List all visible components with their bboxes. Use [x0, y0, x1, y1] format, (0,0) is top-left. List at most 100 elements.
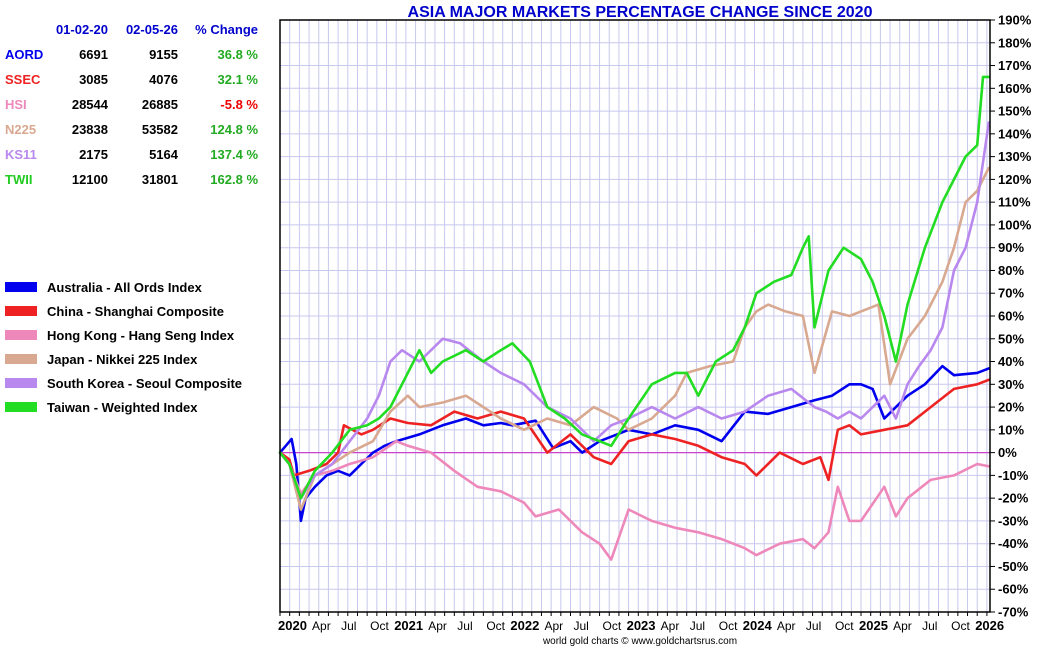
chart-credit: world gold charts © www.goldchartsrus.co…: [542, 636, 738, 647]
y-tick-label: 170%: [998, 58, 1032, 73]
x-tick-label: Jul: [341, 619, 356, 633]
x-tick-label: 2026: [975, 618, 1004, 633]
stats-value-end: 5164: [149, 147, 178, 162]
stats-pct-change: -5.8 %: [220, 97, 258, 112]
x-tick-label: Jul: [922, 619, 937, 633]
x-tick-label: 2021: [394, 618, 423, 633]
y-axis-ticks: 190% 180% 170% 160% 150% 140% 130% 120% 110% 100%…: [990, 13, 1032, 620]
x-tick-label: Jul: [574, 619, 589, 633]
x-tick-label: Oct: [835, 619, 854, 633]
legend-swatch: [5, 354, 37, 364]
series-line-japan: [278, 166, 991, 511]
stats-symbol: KS11: [5, 147, 37, 162]
y-tick-label: 70%: [998, 286, 1024, 301]
stats-symbol: HSI: [5, 97, 27, 112]
stats-value-end: 31801: [141, 172, 178, 187]
y-tick-label: 100%: [998, 217, 1032, 232]
y-tick-label: 150%: [998, 104, 1032, 119]
legend-label: Hong Kong - Hang Seng Index: [47, 328, 235, 343]
y-tick-label: 110%: [998, 195, 1031, 210]
legend-label: China - Shanghai Composite: [47, 304, 224, 319]
stats-value-start: 3085: [79, 72, 108, 87]
y-tick-label: 50%: [998, 331, 1024, 346]
series-line-hong-kong: [278, 439, 991, 561]
legend-label: Taiwan - Weighted Index: [47, 400, 198, 415]
x-tick-label: Apr: [428, 619, 447, 633]
y-tick-label: -20%: [998, 491, 1029, 506]
series-line-south-korea: [278, 121, 991, 500]
legend-swatch: [5, 378, 37, 388]
stats-value-start: 6691: [79, 47, 108, 62]
stats-value-end: 26885: [141, 97, 178, 112]
legend-swatch: [5, 306, 37, 316]
stats-pct-change: 162.8 %: [210, 172, 258, 187]
legend-label: South Korea - Seoul Composite: [47, 376, 243, 391]
stats-value-start: 2175: [79, 147, 108, 162]
y-tick-label: 30%: [998, 377, 1024, 392]
y-tick-label: 180%: [998, 35, 1032, 50]
y-tick-label: 10%: [998, 422, 1024, 437]
y-tick-label: -30%: [998, 513, 1029, 528]
y-tick-label: -40%: [998, 536, 1029, 551]
x-tick-label: Oct: [719, 619, 738, 633]
y-tick-label: 130%: [998, 149, 1032, 164]
y-tick-label: -10%: [998, 468, 1029, 483]
x-tick-label: 2020: [278, 618, 307, 633]
x-tick-label: Apr: [312, 619, 331, 633]
x-tick-label: Apr: [661, 619, 680, 633]
chart-grid: [279, 19, 990, 613]
y-tick-label: -70%: [998, 605, 1029, 620]
x-tick-label: Jul: [690, 619, 705, 633]
x-tick-label: Oct: [951, 619, 970, 633]
x-tick-label: Jul: [806, 619, 821, 633]
stats-symbol: N225: [5, 122, 37, 137]
y-tick-label: 60%: [998, 309, 1024, 324]
series-line-taiwan: [278, 75, 991, 500]
y-tick-label: 120%: [998, 172, 1032, 187]
legend-swatch: [5, 282, 37, 292]
stats-value-end: 4076: [149, 72, 178, 87]
stats-header-pct: % Change: [195, 22, 258, 37]
x-tick-label: Jul: [457, 619, 472, 633]
y-tick-label: 20%: [998, 400, 1024, 415]
stats-pct-change: 36.8 %: [217, 47, 258, 62]
y-tick-label: 80%: [998, 263, 1024, 278]
stats-value-end: 9155: [149, 47, 178, 62]
x-tick-label: Apr: [777, 619, 796, 633]
stats-symbol: AORD: [5, 47, 44, 62]
stats-header-date1: 01-02-20: [55, 22, 108, 37]
x-tick-label: Oct: [603, 619, 622, 633]
y-tick-label: -60%: [998, 582, 1029, 597]
x-tick-label: 2025: [859, 618, 888, 633]
stats-symbol: TWII: [5, 172, 33, 187]
x-tick-label: 2024: [743, 618, 773, 633]
x-tick-label: Oct: [486, 619, 505, 633]
stats-pct-change: 124.8 %: [210, 122, 258, 137]
x-tick-label: Apr: [544, 619, 563, 633]
stats-symbol: SSEC: [5, 72, 41, 87]
chart-series: [278, 75, 991, 561]
stats-value-start: 23838: [71, 122, 108, 137]
x-tick-label: 2022: [510, 618, 539, 633]
x-tick-label: Apr: [893, 619, 912, 633]
series-line-australia: [278, 364, 991, 523]
legend-label: Japan - Nikkei 225 Index: [47, 352, 198, 367]
y-tick-label: 160%: [998, 81, 1032, 96]
stats-pct-change: 32.1 %: [217, 72, 258, 87]
stats-value-start: 28544: [71, 97, 108, 112]
x-tick-label: 2023: [627, 618, 656, 633]
y-tick-label: 0%: [998, 445, 1017, 460]
stats-value-start: 12100: [71, 172, 108, 187]
chart-title: ASIA MAJOR MARKETS PERCENTAGE CHANGE SIN…: [407, 4, 873, 21]
y-tick-label: 90%: [998, 240, 1024, 255]
y-tick-label: 190%: [998, 13, 1032, 28]
legend-swatch: [5, 402, 37, 412]
legend-label: Australia - All Ords Index: [47, 280, 202, 295]
y-tick-label: -50%: [998, 559, 1029, 574]
stats-value-end: 53582: [141, 122, 178, 137]
y-tick-label: 140%: [998, 126, 1032, 141]
legend-swatch: [5, 330, 37, 340]
stats-pct-change: 137.4 %: [210, 147, 258, 162]
stats-header-date2: 02-05-26: [125, 22, 178, 37]
